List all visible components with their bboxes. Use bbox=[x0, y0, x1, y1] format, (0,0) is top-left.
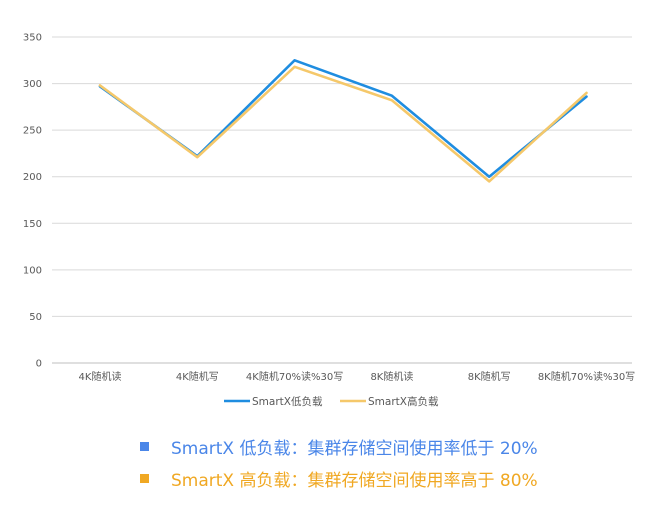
y-tick-label: 0 bbox=[36, 359, 42, 370]
notes: SmartX 低负载：集群存储空间使用率低于 20% SmartX 高负载：集群… bbox=[140, 430, 660, 494]
x-tick-label: 4K随机写 bbox=[176, 370, 219, 383]
note-text-high: SmartX 高负载：集群存储空间使用率高于 80% bbox=[171, 470, 538, 491]
note-marker-low bbox=[140, 441, 149, 451]
series-lines bbox=[98, 58, 588, 183]
legend-label-0: SmartX低负载 bbox=[252, 395, 323, 408]
gridlines bbox=[52, 36, 632, 364]
note-low-load: SmartX 低负载：集群存储空间使用率低于 20% bbox=[140, 430, 660, 462]
note-high-load: SmartX 高负载：集群存储空间使用率高于 80% bbox=[140, 462, 660, 494]
x-axis-ticks: 4K随机读 4K随机写 4K随机70%读%30写 8K随机读 8K随机写 8K随机70%读… bbox=[79, 370, 636, 383]
x-tick-label: 8K随机70%读%30写 bbox=[538, 370, 635, 383]
y-tick-label: 100 bbox=[23, 265, 42, 276]
y-tick-label: 200 bbox=[23, 172, 42, 183]
note-text-low: SmartX 低负载：集群存储空间使用率低于 20% bbox=[171, 438, 538, 459]
y-axis-ticks: 0 50 100 150 200 250 300 350 bbox=[23, 33, 42, 370]
note-marker-high bbox=[140, 473, 149, 483]
y-tick-label: 150 bbox=[23, 219, 42, 230]
y-tick-label: 300 bbox=[23, 79, 42, 90]
y-tick-label: 250 bbox=[23, 126, 42, 137]
series-line-1 bbox=[98, 65, 588, 183]
y-tick-label: 50 bbox=[29, 312, 42, 323]
x-tick-label: 8K随机读 bbox=[370, 370, 413, 383]
x-tick-label: 8K随机写 bbox=[468, 370, 511, 383]
legend-label-1: SmartX高负载 bbox=[368, 395, 439, 408]
line-chart: 0 50 100 150 200 250 300 350 4K随机读 4K随机写 4K随机70%读… bbox=[23, 33, 636, 409]
legend: SmartX低负载 SmartX高负载 bbox=[224, 395, 439, 408]
x-tick-label: 4K随机读 bbox=[79, 370, 122, 383]
x-tick-label: 4K随机70%读%30写 bbox=[246, 370, 343, 383]
y-tick-label: 350 bbox=[23, 33, 42, 44]
